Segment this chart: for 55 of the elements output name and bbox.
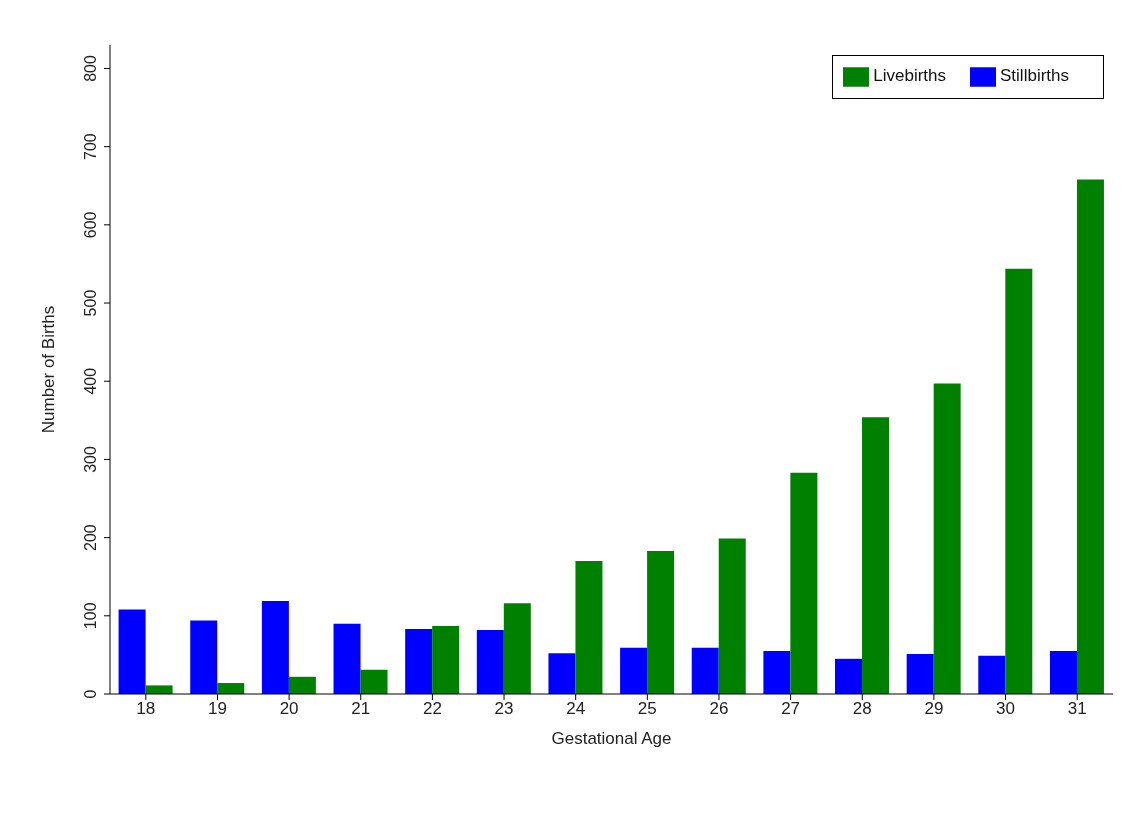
bar xyxy=(1049,650,1077,694)
x-tick-label: 29 xyxy=(924,699,944,719)
x-tick-label: 31 xyxy=(1067,699,1087,719)
bar xyxy=(190,620,218,694)
x-tick-label: 21 xyxy=(351,699,371,719)
bar xyxy=(360,669,388,694)
bar xyxy=(145,685,173,694)
bar xyxy=(432,625,460,694)
y-tick-label: 400 xyxy=(82,367,99,395)
bar xyxy=(575,561,603,694)
x-tick-label: 28 xyxy=(852,699,872,719)
bar xyxy=(691,647,719,694)
x-tick-label: 19 xyxy=(208,699,227,719)
bar xyxy=(906,654,934,694)
x-tick-label: 27 xyxy=(781,699,801,719)
x-tick-label: 23 xyxy=(494,699,514,719)
bar xyxy=(718,538,746,694)
bar xyxy=(405,629,433,694)
bar xyxy=(288,676,316,694)
y-axis-title: Number of Births xyxy=(39,305,59,434)
bar xyxy=(790,472,818,694)
x-tick-label: 22 xyxy=(422,699,442,719)
bar xyxy=(217,683,245,694)
bar xyxy=(933,383,961,694)
y-tick-label: 100 xyxy=(82,602,99,630)
x-tick-label: 18 xyxy=(136,699,156,719)
bar xyxy=(333,623,361,694)
y-tick-label: 600 xyxy=(82,211,99,239)
legend-label: Livebirths xyxy=(873,66,947,86)
bar xyxy=(503,603,531,694)
y-tick-label: 300 xyxy=(82,445,99,473)
y-tick-label: 500 xyxy=(82,289,99,317)
y-tick-label: 800 xyxy=(82,55,99,82)
x-axis-title: Gestational Age xyxy=(551,729,672,748)
x-tick-label: 25 xyxy=(637,699,657,719)
x-tick-label: 24 xyxy=(566,699,586,719)
bar xyxy=(835,658,863,694)
x-tick-label: 20 xyxy=(279,699,299,719)
bar xyxy=(978,655,1006,694)
y-tick-label: 200 xyxy=(82,524,99,551)
legend-label: Stillbirths xyxy=(1000,66,1069,86)
y-tick-label: 700 xyxy=(82,133,99,160)
bar xyxy=(647,550,675,694)
bar xyxy=(261,600,289,694)
x-tick-label: 30 xyxy=(996,699,1015,719)
bar xyxy=(118,609,146,694)
bar xyxy=(548,653,576,694)
x-tick-label: 26 xyxy=(709,699,729,719)
y-tick-label: 0 xyxy=(82,689,99,699)
bar xyxy=(1076,179,1104,694)
bar xyxy=(1005,268,1033,694)
bar xyxy=(476,629,504,694)
bar xyxy=(763,650,791,694)
bar xyxy=(620,647,648,694)
bar xyxy=(862,417,890,694)
